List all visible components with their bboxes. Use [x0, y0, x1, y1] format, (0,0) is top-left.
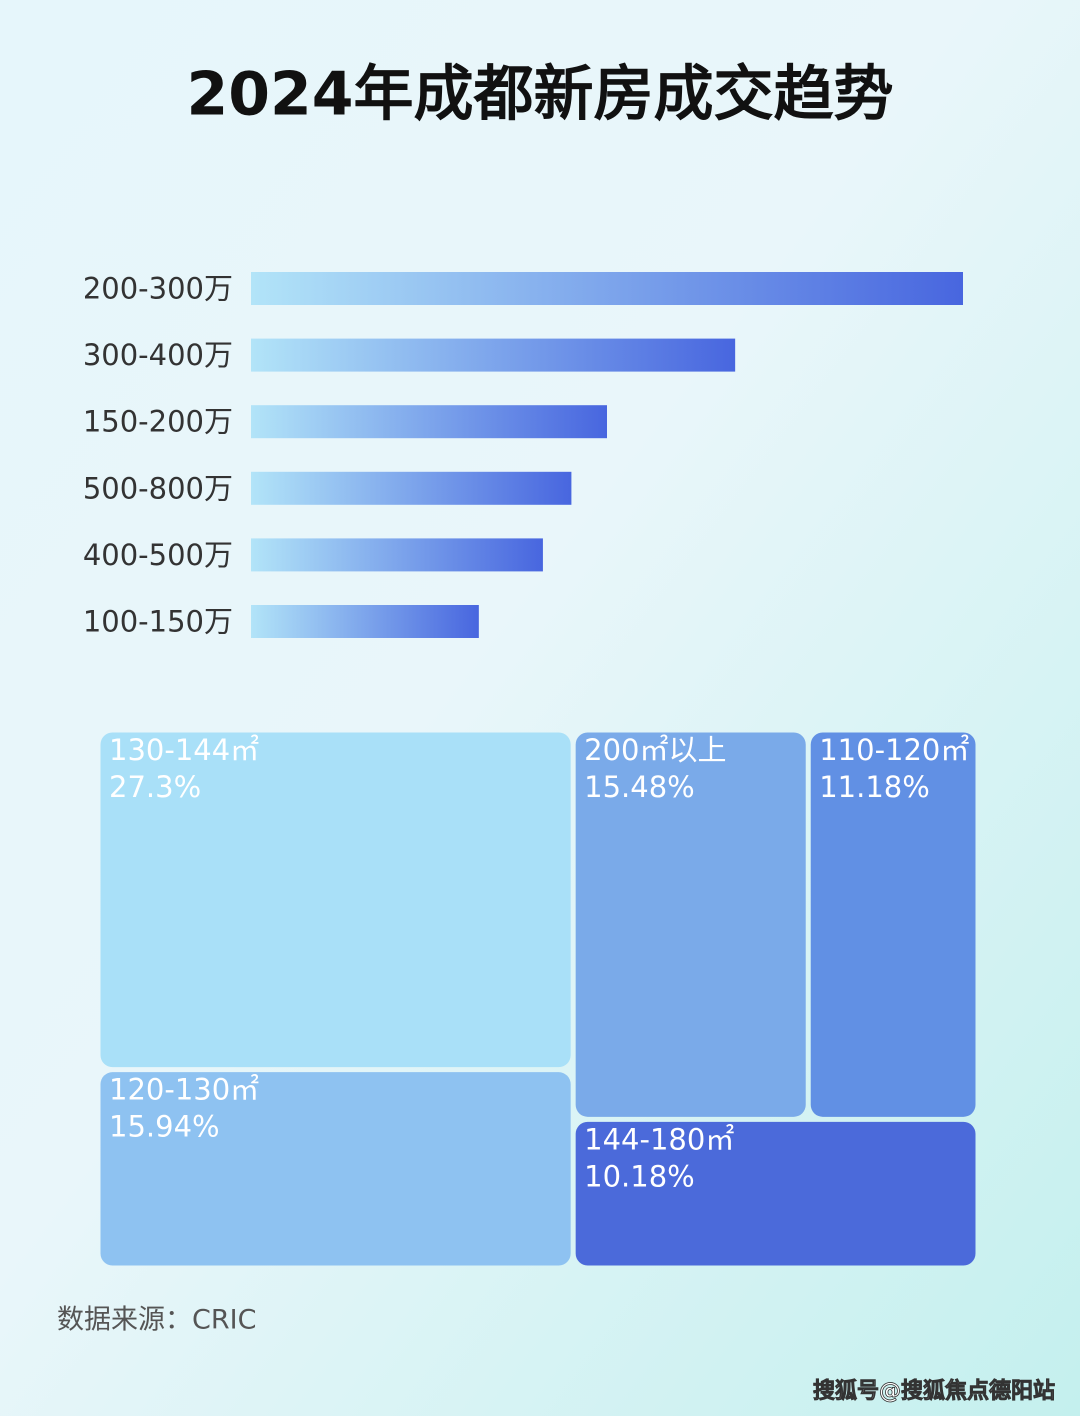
treemap-tile — [575, 732, 806, 1117]
tile-label: 110-120㎡ — [819, 733, 969, 767]
treemap-tile — [575, 1121, 976, 1266]
bar — [251, 405, 607, 439]
bar-label: 400-500万 — [83, 538, 233, 572]
tile-label: 200㎡以上 — [584, 733, 726, 767]
treemap-tile — [810, 732, 976, 1117]
treemap-tile — [100, 732, 571, 1068]
tile-value: 11.18% — [819, 770, 930, 804]
tile-label: 144-180㎡ — [584, 1122, 734, 1156]
bar-label: 200-300万 — [83, 272, 233, 306]
source: 数据来源：CRIC — [57, 1305, 256, 1336]
bar — [251, 538, 543, 572]
watermark: 搜狐号@搜狐焦点德阳站 — [813, 1378, 1055, 1404]
bar — [251, 471, 572, 505]
tile-label: 130-144㎡ — [109, 733, 259, 767]
bar — [251, 338, 736, 372]
tile-value: 10.18% — [584, 1159, 695, 1193]
treemap-tile — [100, 1072, 571, 1266]
bar-label: 300-400万 — [83, 338, 233, 372]
tile-value: 15.94% — [109, 1110, 220, 1144]
bar-label: 150-200万 — [83, 405, 233, 439]
bar — [251, 272, 963, 305]
tile-value: 27.3% — [109, 770, 201, 804]
title: 2024年成都新房成交趋势 — [187, 60, 894, 130]
bar — [251, 605, 479, 638]
bar-label: 100-150万 — [83, 605, 233, 639]
tile-label: 120-130㎡ — [109, 1073, 259, 1107]
tile-value: 15.48% — [584, 770, 695, 804]
bar-label: 500-800万 — [83, 471, 233, 505]
